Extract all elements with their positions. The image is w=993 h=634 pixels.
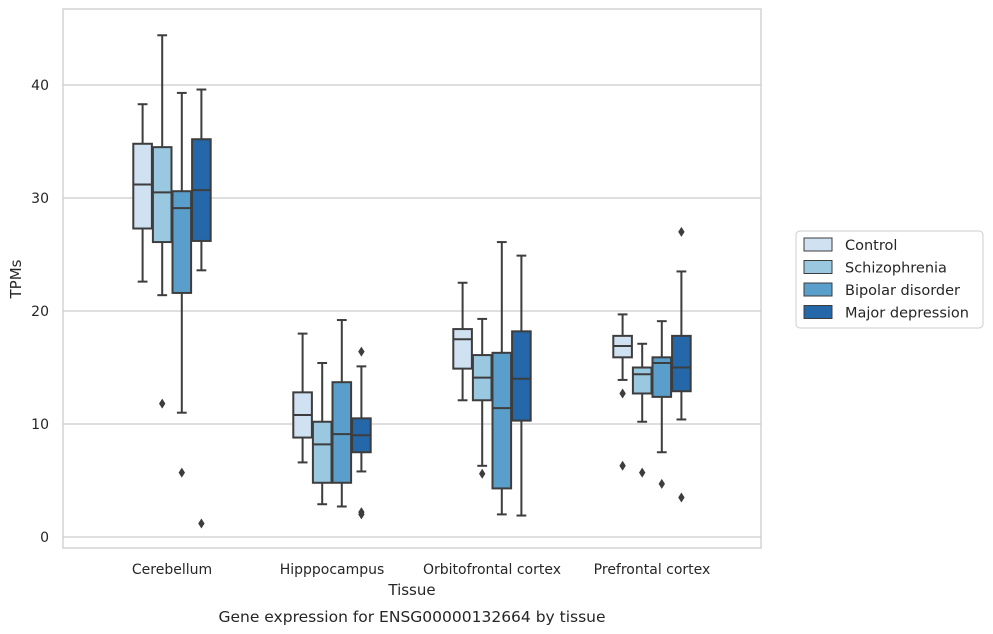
legend-swatch [803, 237, 833, 252]
series-control [132, 103, 633, 471]
x-axis-label: Tissue [387, 581, 435, 599]
legend-swatch [803, 260, 833, 274]
chart-caption: Gene expression for ENSG00000132664 by t… [218, 608, 605, 626]
outlier-marker [358, 509, 365, 520]
series-major-depression [191, 88, 692, 529]
outlier-marker [658, 478, 665, 489]
outlier-marker [479, 468, 486, 479]
legend-label: Bipolar disorder [845, 283, 960, 299]
box-element [132, 103, 153, 283]
legend-label: Schizophrenia [845, 261, 947, 277]
box-element [311, 361, 333, 506]
legend-item: Bipolar disorder [803, 282, 960, 299]
legend-swatch [803, 282, 833, 297]
box-element [191, 88, 212, 529]
outlier-marker [159, 398, 166, 409]
y-tick-label: 30 [31, 191, 49, 207]
box-element [151, 34, 173, 409]
box-series-group [132, 34, 692, 529]
outlier-marker [619, 388, 626, 399]
box-iqr [151, 146, 173, 244]
y-tick-label: 0 [40, 530, 49, 546]
box-iqr [331, 381, 353, 484]
plot-area-frame [62, 8, 762, 549]
outlier-marker [178, 467, 185, 478]
y-axis-label: TPMs [7, 259, 25, 299]
box-iqr [132, 142, 153, 230]
x-axis-ticks: Cerebellum Hipppocampus Orbitofrontal cort… [132, 562, 710, 578]
legend-items: Control Schizophrenia Bipolar disorder Majo… [803, 237, 969, 322]
y-axis-ticks: 0 10 20 30 40 [31, 78, 49, 546]
box-element [471, 317, 493, 479]
series-schizophrenia [151, 34, 653, 506]
legend-label: Control [845, 238, 897, 254]
legend-item: Major depression [803, 305, 969, 322]
legend-swatch [803, 305, 833, 319]
y-tick-label: 40 [31, 78, 49, 94]
legend-item: Control [803, 237, 897, 254]
outlier-marker [198, 518, 205, 529]
legend: Control Schizophrenia Bipolar disorder Majo… [795, 230, 984, 329]
legend-item: Schizophrenia [803, 260, 947, 277]
box-iqr [452, 328, 473, 370]
box-element [171, 91, 193, 478]
x-tick-label: Hipppocampus [280, 562, 385, 578]
box-iqr [311, 420, 333, 484]
x-tick-label: Prefrontal cortex [594, 562, 711, 578]
box-iqr [171, 190, 193, 294]
legend-label: Major depression [845, 306, 969, 322]
y-tick-label: 10 [31, 417, 49, 433]
box-element [612, 313, 633, 471]
outlier-marker [639, 467, 646, 478]
box-iqr [491, 351, 513, 490]
box-element [671, 226, 692, 503]
box-iqr [671, 334, 692, 393]
outlier-marker [678, 492, 685, 503]
x-tick-label: Cerebellum [132, 562, 212, 578]
box-element [511, 254, 532, 517]
legend-frame [795, 230, 984, 329]
outlier-marker [678, 226, 685, 237]
outlier-marker [619, 460, 626, 471]
x-tick-label: Orbitofrontal cortex [423, 562, 561, 578]
box-element [292, 332, 313, 464]
box-iqr [511, 330, 532, 422]
box-element [452, 281, 473, 402]
outlier-marker [358, 346, 365, 357]
box-iqr [631, 366, 653, 395]
y-tick-label: 20 [31, 304, 49, 320]
box-element [351, 346, 372, 520]
